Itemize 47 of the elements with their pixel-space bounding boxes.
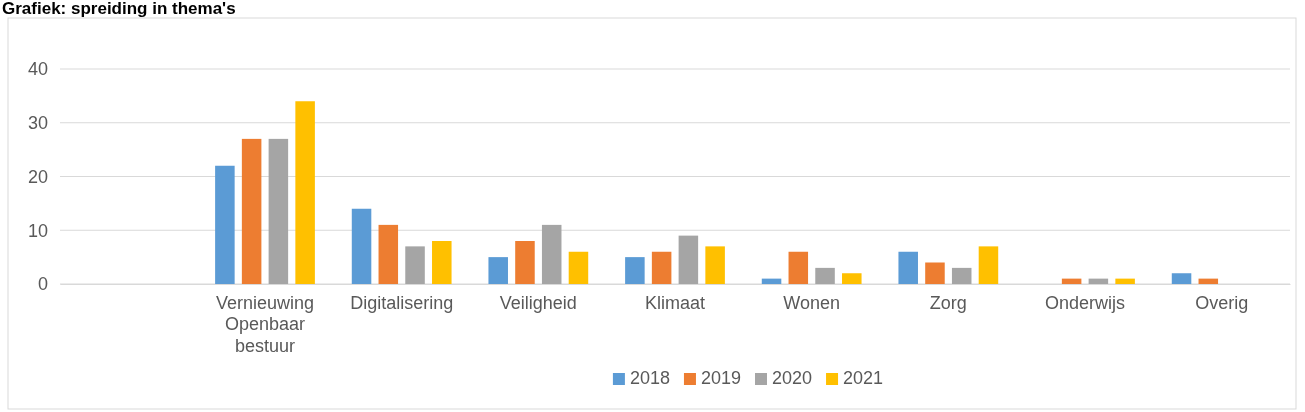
x-tick-label: Overig	[1195, 292, 1249, 313]
bar	[351, 208, 372, 284]
bar	[898, 251, 918, 284]
bar	[842, 273, 862, 284]
bar	[1088, 278, 1109, 284]
bar	[951, 267, 972, 284]
legend-label: 2018	[629, 368, 670, 388]
bar	[978, 246, 999, 284]
legend-label: 2021	[843, 368, 884, 388]
bar	[1061, 278, 1082, 284]
x-tick-label: Wonen	[783, 292, 841, 313]
x-tick-label: Onderwijs	[1044, 292, 1126, 313]
bar	[378, 224, 399, 284]
legend-label: 2020	[772, 368, 813, 388]
x-tick-label: Vernieuwing Openbaar bestuur	[215, 292, 315, 356]
bar	[1115, 278, 1135, 284]
bar	[678, 235, 699, 284]
y-tick-label: 30	[27, 113, 48, 134]
bar	[815, 267, 835, 284]
bar	[515, 241, 535, 284]
bar	[488, 257, 508, 284]
legend-label: 2019	[700, 368, 741, 388]
bar	[1198, 278, 1219, 284]
bar	[925, 262, 945, 284]
bar	[568, 251, 589, 284]
bar	[625, 257, 645, 284]
x-tick-label: Klimaat	[644, 292, 706, 313]
bar	[241, 138, 262, 284]
y-tick-label: 0	[37, 274, 48, 295]
bar	[651, 251, 672, 284]
y-tick-label: 10	[27, 220, 48, 241]
bar	[432, 241, 452, 284]
y-tick-label: 40	[27, 59, 48, 80]
bar	[705, 246, 725, 284]
bar	[268, 138, 289, 284]
y-tick-label: 20	[27, 166, 48, 187]
bar	[215, 165, 235, 284]
bar	[295, 101, 315, 284]
x-tick-label: Digitalisering	[350, 292, 454, 313]
bar	[1171, 273, 1192, 284]
bar	[788, 251, 809, 284]
x-tick-label: Zorg	[929, 292, 967, 313]
x-tick-label: Veiligheid	[499, 292, 577, 313]
bar	[761, 278, 782, 284]
bar	[541, 224, 562, 284]
chart-title: Grafiek: spreiding in thema's	[2, 0, 236, 18]
bar	[405, 246, 425, 284]
